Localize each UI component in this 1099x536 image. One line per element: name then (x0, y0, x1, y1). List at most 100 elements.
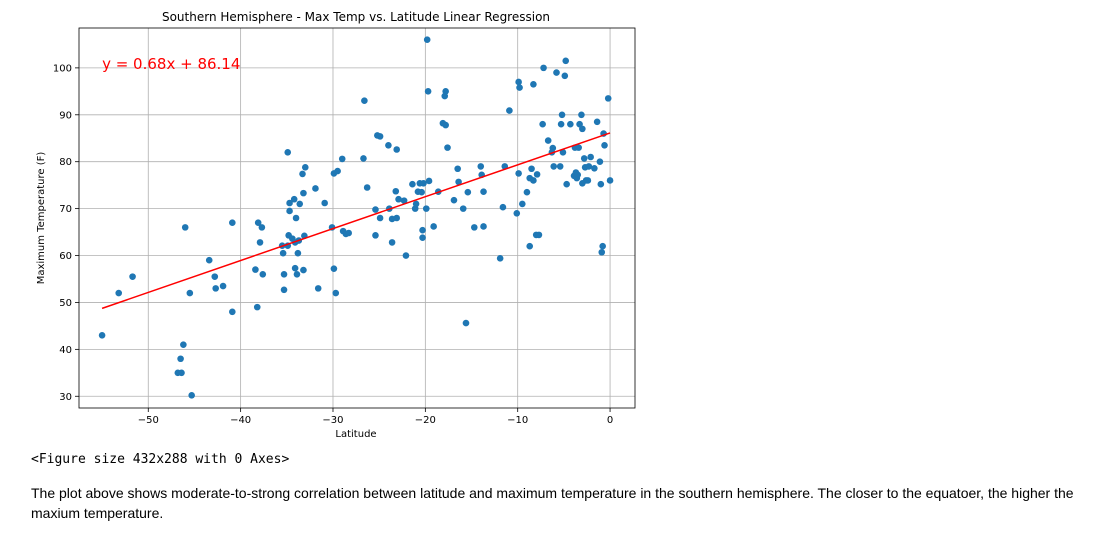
data-point (579, 125, 586, 133)
data-point (129, 273, 136, 280)
data-point (385, 141, 392, 149)
data-point (550, 163, 558, 170)
data-point (496, 255, 504, 262)
data-point (212, 285, 219, 292)
data-point (258, 224, 266, 231)
data-point (420, 179, 427, 187)
data-point (253, 303, 261, 311)
y-tick-label: 40 (59, 345, 72, 356)
data-point (400, 197, 408, 204)
data-point (419, 234, 426, 242)
data-point (299, 170, 306, 178)
data-point (556, 163, 564, 170)
data-point (528, 165, 535, 173)
data-point (395, 195, 402, 203)
data-point (292, 214, 300, 222)
data-point (477, 163, 485, 170)
data-point (393, 146, 401, 153)
data-point (332, 289, 340, 297)
data-point (450, 196, 458, 204)
data-point (513, 210, 521, 217)
data-point (558, 111, 566, 119)
chart-title: Southern Hemisphere - Max Temp vs. Latit… (162, 10, 550, 24)
x-tick-label: −40 (230, 415, 251, 426)
data-point (526, 242, 534, 250)
data-point (544, 137, 552, 144)
data-point (533, 171, 541, 178)
y-tick-label: 90 (59, 110, 72, 121)
data-point (430, 223, 437, 230)
data-point (334, 167, 341, 175)
data-point (254, 219, 262, 226)
data-point (515, 170, 522, 177)
data-point (338, 155, 346, 163)
data-point (587, 153, 594, 161)
y-tick-label: 80 (59, 157, 72, 168)
data-point (559, 149, 567, 156)
data-point (98, 331, 106, 339)
data-point (115, 289, 123, 297)
data-point (300, 189, 307, 197)
data-point (578, 111, 585, 119)
data-point (178, 369, 185, 377)
y-tick-label: 100 (53, 63, 72, 74)
data-point (392, 187, 400, 195)
y-tick-label: 50 (59, 298, 72, 309)
x-ticks: −50 −40 −30 −20 −10 0 (138, 408, 613, 426)
data-point (601, 141, 608, 149)
data-point (591, 164, 598, 172)
data-point (442, 121, 449, 129)
data-point (412, 200, 420, 208)
data-point (442, 88, 449, 95)
data-point (606, 177, 614, 184)
data-point (314, 285, 322, 292)
data-point (256, 239, 264, 246)
data-point (211, 273, 219, 280)
data-point (454, 165, 461, 173)
data-point (530, 80, 537, 88)
data-point (177, 355, 184, 363)
regression-line (101, 132, 611, 310)
scatter-points (98, 36, 614, 399)
data-point (205, 256, 213, 264)
regression-equation: y = 0.68x + 86.14 (102, 55, 240, 73)
data-point (300, 266, 307, 274)
plot-frame (78, 27, 636, 409)
data-point (470, 224, 478, 231)
data-point (286, 199, 293, 207)
data-point (580, 155, 588, 162)
data-point (567, 120, 574, 128)
data-point (402, 252, 410, 259)
data-point (539, 120, 546, 128)
data-point (180, 341, 187, 348)
data-point (593, 118, 601, 126)
data-point (599, 242, 606, 250)
data-point (363, 184, 371, 191)
data-point (290, 195, 298, 203)
data-point (188, 392, 195, 399)
data-point (219, 282, 227, 290)
data-point (361, 97, 368, 105)
x-tick-label: −20 (415, 415, 436, 426)
data-point (294, 249, 302, 257)
y-tick-label: 60 (59, 251, 72, 262)
data-point (425, 177, 433, 185)
data-point (597, 180, 605, 188)
data-point (455, 178, 462, 186)
data-point (321, 199, 328, 207)
data-point (459, 205, 467, 212)
data-point (562, 57, 570, 65)
data-point (376, 133, 384, 140)
data-point (499, 203, 507, 211)
data-point (279, 249, 287, 257)
scatter-chart: −50 −40 −30 −20 −10 0 30 40 50 60 70 80 90 100 y = 0… (36, 10, 636, 440)
data-point (557, 120, 565, 128)
data-point (186, 289, 194, 297)
y-tick-label: 70 (59, 204, 72, 215)
data-point (252, 266, 259, 273)
data-point (535, 231, 543, 239)
data-point (584, 177, 592, 184)
data-point (561, 72, 569, 80)
data-point (181, 224, 189, 231)
data-point (259, 270, 267, 278)
